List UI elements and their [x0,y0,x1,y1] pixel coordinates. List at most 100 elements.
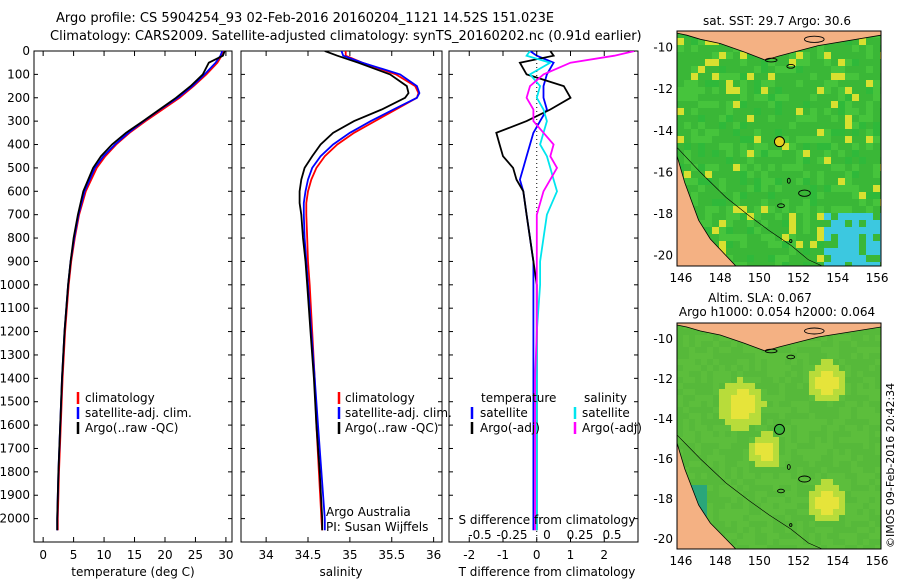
map-cell [863,341,870,348]
map-cell [803,80,811,88]
map-cell [707,413,714,420]
map-cell [831,59,839,67]
map-cell [815,443,822,450]
map-cell [755,347,762,354]
map-cell [737,479,744,486]
map-cell [707,341,714,348]
map-cell [705,129,713,137]
map-cell [873,150,881,158]
map-cell [779,491,786,498]
map-cell [845,437,852,444]
map-cell [737,437,744,444]
map-cell [713,389,720,396]
map-cell [737,407,744,414]
map-cell [809,479,816,486]
map-cell [773,497,780,504]
map-cell [809,377,816,384]
difference-xlabel: T difference from climatology [458,565,636,579]
map-cell [831,255,839,263]
map-cell [839,539,846,546]
map-cell [768,206,776,214]
map-cell [719,143,727,151]
map-cell [695,353,702,360]
map-cell [852,164,860,172]
map-cell [768,227,776,235]
map-cell [775,164,783,172]
map-cell [767,515,774,522]
map-cell [768,136,776,144]
map-cell [677,80,685,88]
map-cell [737,473,744,480]
map-cell [691,87,699,95]
map-cell [782,136,790,144]
map-cell [754,178,762,186]
map-cell [779,347,786,354]
map-cell [740,178,748,186]
map-cell [761,353,768,360]
map-cell [817,129,825,137]
map-cell [796,255,804,263]
map-cell [754,101,762,109]
map-cell [797,389,804,396]
map-cell [845,122,853,130]
map-cell [824,199,832,207]
map-cell [785,407,792,414]
map-cell [815,461,822,468]
map-cell [797,467,804,474]
map-cell [754,129,762,137]
papua-new-guinea-landmass [677,31,881,61]
map-cell [747,136,755,144]
map-cell [821,341,828,348]
map-cell [707,431,714,438]
map-cell [737,383,744,390]
map-cell [803,241,811,249]
map-cell [791,503,798,510]
map-cell [824,262,832,266]
legend-head-salinity: salinity [584,391,627,405]
map-cell [824,80,832,88]
map-cell [749,521,756,528]
map-cell [726,157,734,165]
y-tick-label: 800 [7,231,30,245]
legend-label-s-satellite: satellite [582,406,630,420]
map-cell [831,94,839,102]
map-cell [796,262,804,266]
map-cell [779,461,786,468]
map-cell [863,527,870,534]
map-cell [737,545,744,549]
map-cell [851,329,858,336]
map-cell [866,199,874,207]
map-cell [749,347,756,354]
map-cell [677,449,684,456]
map-cell [869,473,876,480]
map-cell [839,503,846,510]
map-cell [873,255,881,263]
map-cell [796,199,804,207]
map-cell [705,213,713,221]
map-cell [761,389,768,396]
map-cell [791,545,798,549]
map-cell [827,539,834,546]
map-cell [791,407,798,414]
map-cell [701,347,708,354]
map-cell [740,241,748,249]
map-cell [713,347,720,354]
map-cell [695,383,702,390]
map-cell [712,234,720,242]
map-cell [839,395,846,402]
map-cell [810,52,818,60]
map-cell [773,413,780,420]
map-cell [857,539,864,546]
map-cell [712,59,720,67]
map-cell [775,192,783,200]
map-cell [863,473,870,480]
salinity-legend: climatology satellite-adj. clim. Argo(..… [326,391,452,534]
map-cell [698,157,706,165]
map-cell [875,389,881,396]
map-cell [796,227,804,235]
map-cell [689,473,696,480]
map-cell [779,395,786,402]
map-cell [773,539,780,546]
map-cell [796,248,804,256]
map-cell [845,227,853,235]
